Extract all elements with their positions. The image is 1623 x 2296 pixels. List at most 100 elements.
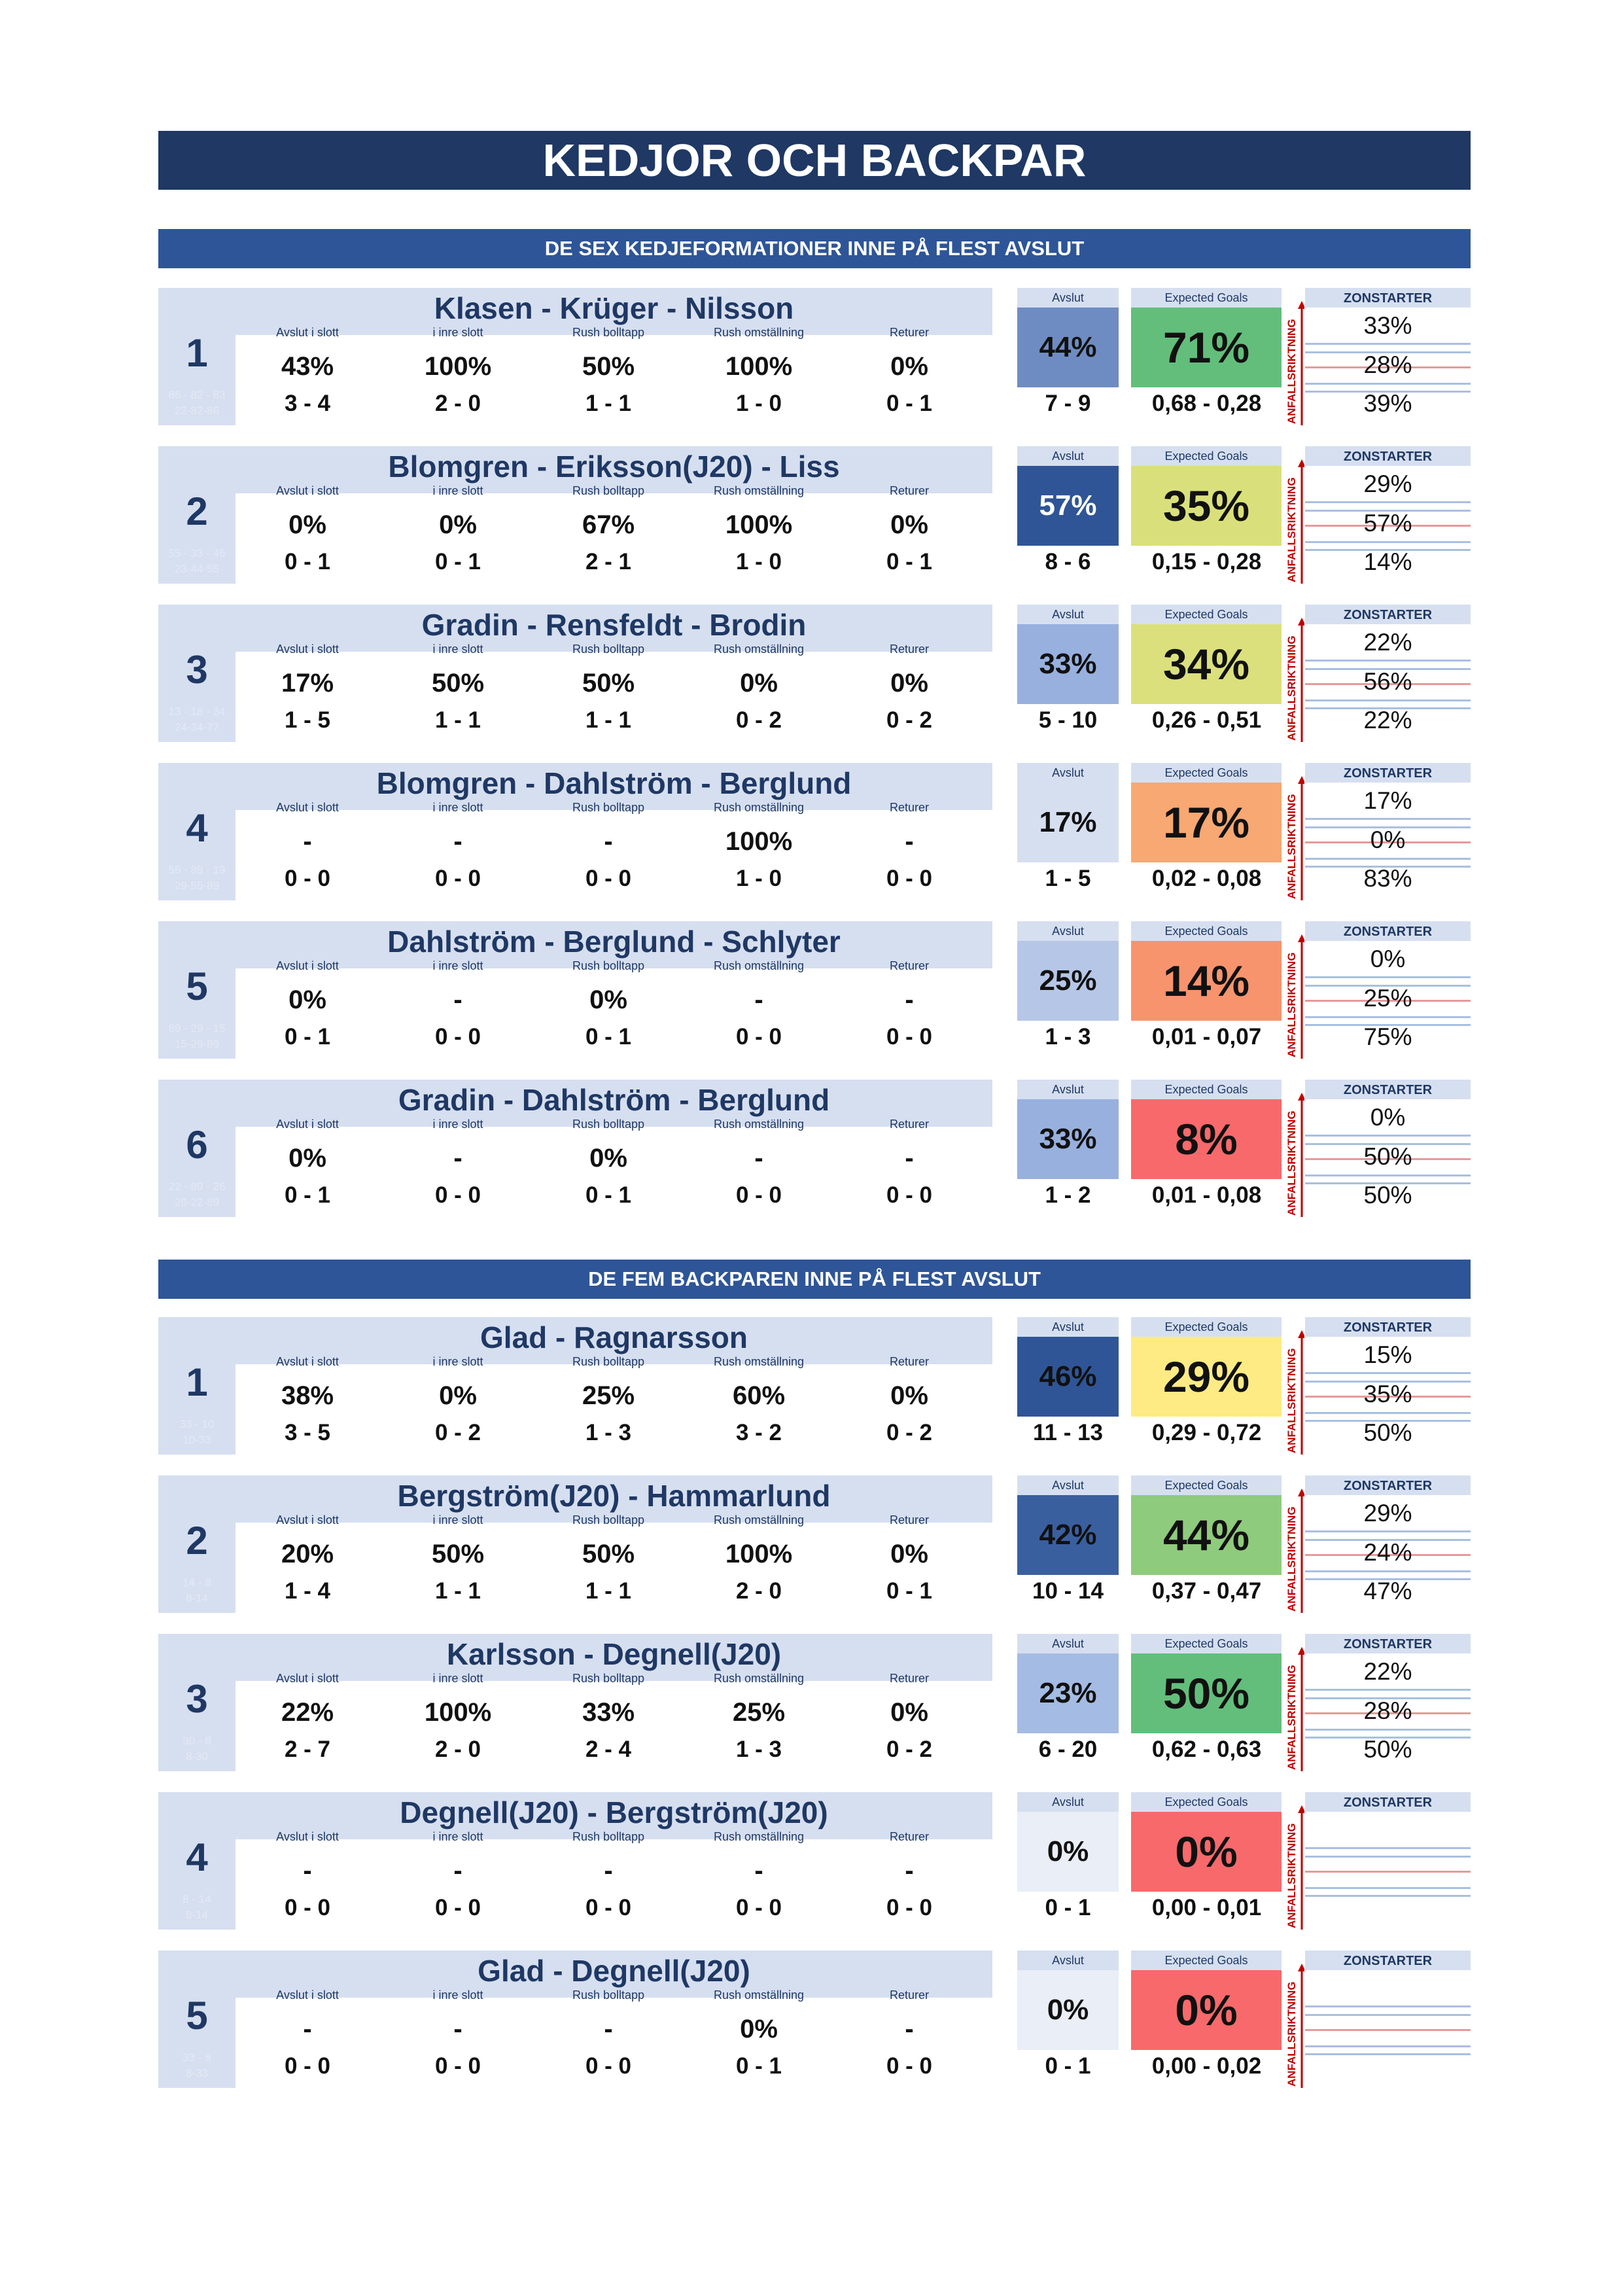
zone-divider <box>1305 510 1471 512</box>
stat-percent: 0% <box>890 1698 928 1727</box>
xg-header: Expected Goals <box>1131 288 1282 308</box>
stat-label: Avslut i slott <box>276 484 339 497</box>
stat-count: 0 - 2 <box>434 1420 481 1445</box>
stat-count: 1 - 1 <box>434 1578 481 1604</box>
avslut-share: 42% <box>1017 1495 1119 1575</box>
rank-strip <box>158 1127 236 1217</box>
stat-count: 0 - 2 <box>735 707 782 733</box>
jersey-numbers-line: 14 - 8 <box>183 1576 211 1589</box>
stat-label: Avslut i slott <box>276 326 339 339</box>
zone-offensive: 17% <box>1363 787 1412 814</box>
stat-count: 0 - 0 <box>585 1895 632 1920</box>
avslut-count: 1 - 2 <box>1045 1182 1091 1208</box>
zone-defensive: 39% <box>1363 390 1412 417</box>
zone-divider <box>1305 1396 1471 1398</box>
zone-divider <box>1305 525 1471 527</box>
rank-strip <box>158 652 236 742</box>
players-name: Gradin - Rensfeldt - Brodin <box>421 608 807 642</box>
xg-share: 71% <box>1131 308 1282 387</box>
zone-divider <box>1305 1737 1471 1739</box>
xg-count: 0,15 - 0,28 <box>1151 549 1262 574</box>
players-name: Glad - Degnell(J20) <box>478 1954 750 1988</box>
section-header: DE FEM BACKPAREN INNE PÅ FLEST AVSLUT <box>158 1260 1471 1299</box>
xg-share: 44% <box>1131 1495 1282 1575</box>
xg-header: Expected Goals <box>1131 1317 1282 1337</box>
avslut-header: Avslut <box>1017 763 1119 783</box>
rank-number: 2 <box>186 489 208 533</box>
players-name: Blomgren - Eriksson(J20) - Liss <box>388 450 840 484</box>
zone-defensive: 50% <box>1363 1182 1412 1209</box>
zone-divider <box>1305 383 1471 385</box>
players-name: Degnell(J20) - Bergström(J20) <box>400 1795 828 1829</box>
stat-label: i inre slott <box>432 484 483 497</box>
stat-label: Rush omställning <box>713 643 805 656</box>
avslut-header: Avslut <box>1017 1080 1119 1099</box>
stat-count: 0 - 1 <box>886 549 933 574</box>
zone-divider <box>1305 1530 1471 1532</box>
stat-percent: 25% <box>582 1381 635 1410</box>
stat-count: 0 - 1 <box>886 1578 933 1604</box>
stat-percent: - <box>453 1856 462 1885</box>
jersey-numbers: 33 - 8 8-33 <box>158 2050 236 2081</box>
jersey-numbers: 30 - 8 8-30 <box>158 1733 236 1765</box>
stat-percent: - <box>303 2015 312 2043</box>
stat-label: i inre slott <box>432 1513 483 1527</box>
zone-divider <box>1305 866 1471 868</box>
zone-divider <box>1305 2014 1471 2016</box>
zone-divider <box>1305 1895 1471 1897</box>
players-name: Dahlström - Berglund - Schlyter <box>387 925 841 959</box>
stat-label: Avslut i slott <box>276 643 339 656</box>
stat-label: Avslut i slott <box>276 1118 339 1131</box>
zone-offensive: 0% <box>1370 1104 1406 1131</box>
rank-number: 2 <box>186 1519 208 1563</box>
avslut-share: 44% <box>1017 308 1119 387</box>
stat-percent: - <box>303 827 312 856</box>
jersey-numbers-line: 30 - 8 <box>183 1735 211 1747</box>
jersey-numbers-line: 55 - 89 - 19 <box>168 864 226 876</box>
stat-count: 0 - 1 <box>434 549 481 574</box>
avslut-share: 33% <box>1017 624 1119 704</box>
stat-label: i inre slott <box>432 959 483 972</box>
stat-count: 0 - 0 <box>585 2053 632 2079</box>
jersey-numbers-line: 8 - 14 <box>183 1893 211 1905</box>
stat-percent: 38% <box>281 1381 334 1410</box>
row-band <box>158 921 992 968</box>
stat-percent: - <box>604 2015 613 2043</box>
attack-direction-label: ANFALLSRIKTNING <box>1285 319 1298 424</box>
stat-label: Rush omställning <box>713 1988 805 2002</box>
zone-header: ZONSTARTER <box>1305 605 1471 624</box>
xg-count: 0,62 - 0,63 <box>1151 1737 1262 1762</box>
stat-count: 0 - 1 <box>284 1182 331 1208</box>
jersey-numbers-line: 29-55-89 <box>174 879 220 892</box>
rank-strip <box>158 810 236 900</box>
stat-label: Rush omställning <box>713 326 805 339</box>
rank-number: 4 <box>186 1835 208 1879</box>
stat-percent: - <box>453 985 462 1014</box>
stat-count: 1 - 1 <box>585 391 632 416</box>
zone-divider <box>1305 826 1471 828</box>
stat-percent: 100% <box>725 827 793 856</box>
jersey-numbers-line: 8-33 <box>185 2067 209 2079</box>
stat-count: 3 - 4 <box>284 391 331 416</box>
xg-header: Expected Goals <box>1131 763 1282 783</box>
zone-divider <box>1305 1420 1471 1422</box>
jersey-numbers-line: 13 - 18 - 34 <box>168 705 226 718</box>
jersey-numbers: 22 - 89 - 26 26-22-89 <box>158 1179 236 1210</box>
stat-percent: 0% <box>740 669 778 698</box>
attack-direction-arrow-icon: ANFALLSRIKTNING <box>1285 301 1304 425</box>
xg-header: Expected Goals <box>1131 1475 1282 1495</box>
stat-percent: 20% <box>281 1540 334 1568</box>
zone-offensive: 29% <box>1363 470 1412 497</box>
zone-divider <box>1305 699 1471 701</box>
zone-divider <box>1305 707 1471 709</box>
avslut-count: 1 - 3 <box>1045 1024 1091 1050</box>
stat-label: i inre slott <box>432 1830 483 1843</box>
jersey-numbers: 33 - 10 10-33 <box>158 1417 236 1448</box>
stat-percent: - <box>453 827 462 856</box>
zone-divider <box>1305 976 1471 978</box>
jersey-numbers-line: 8-14 <box>185 1909 209 1921</box>
stat-percent: 50% <box>431 1540 485 1568</box>
zone-divider <box>1305 391 1471 393</box>
stat-count: 1 - 0 <box>735 549 782 574</box>
attack-direction-label: ANFALLSRIKTNING <box>1285 1110 1298 1216</box>
